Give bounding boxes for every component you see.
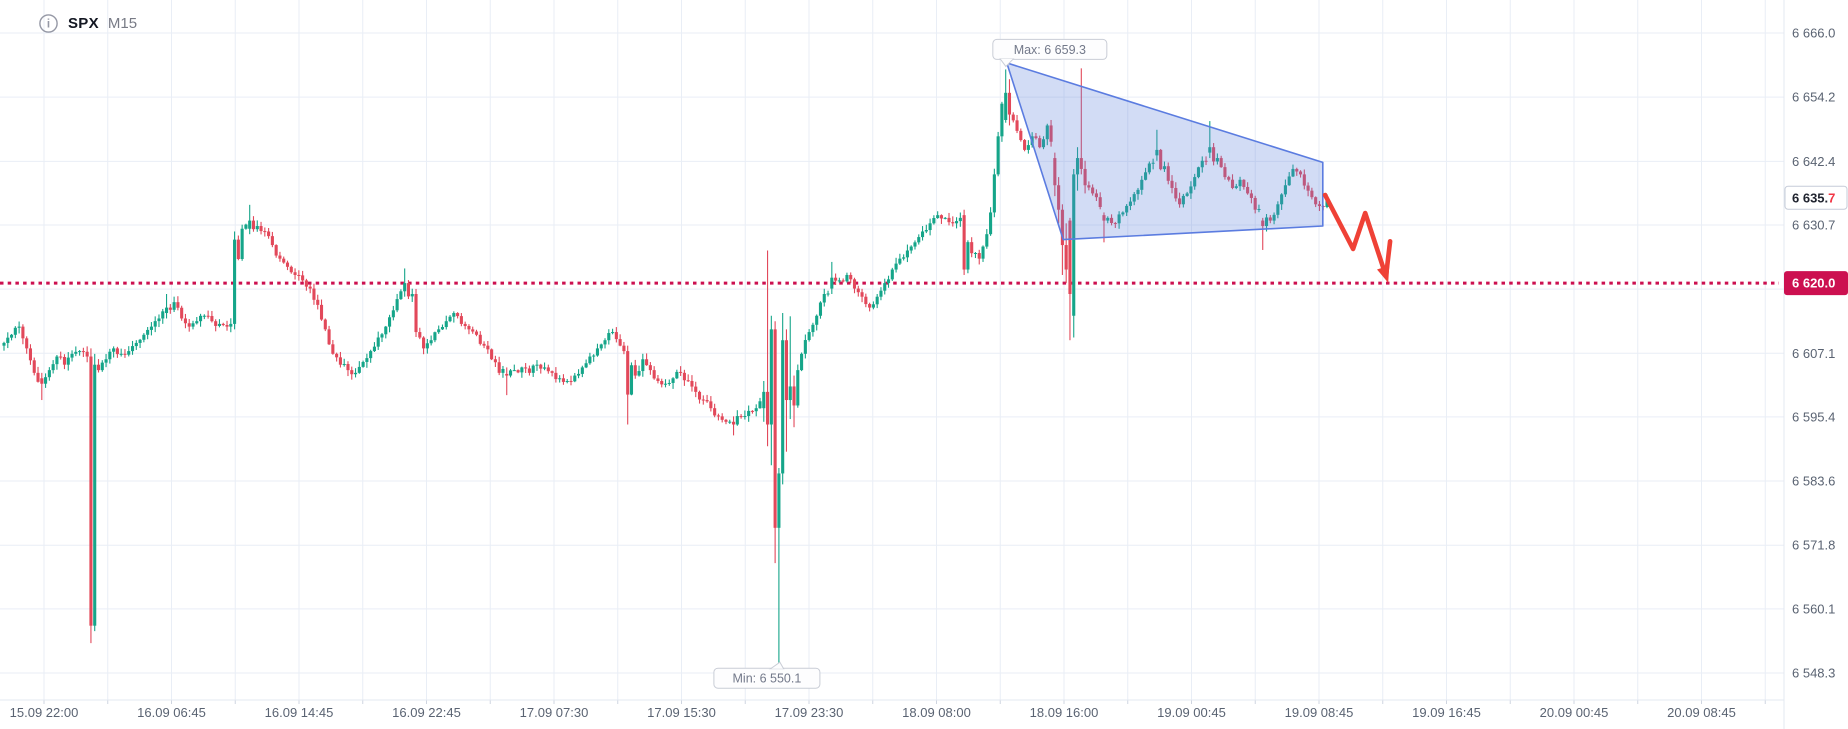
time-tick-label: 16.09 06:45 xyxy=(137,705,206,720)
svg-text:Min: 6 550.1: Min: 6 550.1 xyxy=(733,672,802,686)
svg-text:Max: 6 659.3: Max: 6 659.3 xyxy=(1014,43,1086,57)
arrowhead xyxy=(1377,265,1390,283)
time-tick-label: 20.09 08:45 xyxy=(1667,705,1736,720)
price-tick-label: 6 666.0 xyxy=(1792,26,1835,41)
time-tick-label: 15.09 22:00 xyxy=(10,705,79,720)
alert-price-label[interactable]: 6 620.0 xyxy=(1784,271,1848,296)
time-tick-label: 20.09 00:45 xyxy=(1540,705,1609,720)
time-tick-label: 17.09 15:30 xyxy=(647,705,716,720)
timeframe-label[interactable]: M15 xyxy=(107,15,138,32)
down-arrow-drawing[interactable] xyxy=(1322,192,1393,283)
price-tick-label: 6 607.1 xyxy=(1792,346,1835,361)
time-tick-label: 16.09 22:45 xyxy=(392,705,461,720)
time-tick-label: 17.09 23:30 xyxy=(775,705,844,720)
price-tick-label: 6 642.4 xyxy=(1792,154,1835,169)
max-price-label: Max: 6 659.3 xyxy=(992,38,1108,68)
symbol-header: i SPX M15 xyxy=(38,13,137,34)
time-tick-label: 18.09 08:00 xyxy=(902,705,971,720)
grid xyxy=(0,0,1785,729)
price-tick-label: 6 583.6 xyxy=(1792,474,1835,489)
price-tick-label: 6 571.8 xyxy=(1792,538,1835,553)
time-tick-label: 19.09 00:45 xyxy=(1157,705,1226,720)
price-axis[interactable]: 6 666.0 6 654.2 6 642.4 6 630.7 6 607.1 6 595… xyxy=(1792,26,1835,681)
svg-text:6 620.0: 6 620.0 xyxy=(1792,276,1835,291)
price-tick-label: 6 630.7 xyxy=(1792,217,1835,232)
time-tick-label: 17.09 07:30 xyxy=(520,705,589,720)
time-tick-label: 18.09 16:00 xyxy=(1030,705,1099,720)
time-axis[interactable]: 15.09 22:00 16.09 06:45 16.09 14:45 16.09 2… xyxy=(10,705,1736,720)
current-price-label: 6 635.7 xyxy=(1784,185,1848,210)
info-icon[interactable]: i xyxy=(38,13,59,34)
price-tick-label: 6 654.2 xyxy=(1792,90,1835,105)
time-tick-label: 19.09 16:45 xyxy=(1412,705,1481,720)
time-tick-label: 19.09 08:45 xyxy=(1285,705,1354,720)
time-tick-label: 16.09 14:45 xyxy=(265,705,334,720)
svg-text:i: i xyxy=(47,19,50,31)
symbol-name[interactable]: SPX xyxy=(68,15,99,32)
svg-text:6 635.7: 6 635.7 xyxy=(1792,190,1835,205)
candlestick-series[interactable] xyxy=(2,68,1329,664)
price-tick-label: 6 560.1 xyxy=(1792,601,1835,616)
flag-pattern-drawing[interactable] xyxy=(1005,62,1324,241)
price-tick-label: 6 548.3 xyxy=(1792,666,1835,681)
min-price-label: Min: 6 550.1 xyxy=(713,661,821,689)
price-tick-label: 6 595.4 xyxy=(1792,409,1835,424)
